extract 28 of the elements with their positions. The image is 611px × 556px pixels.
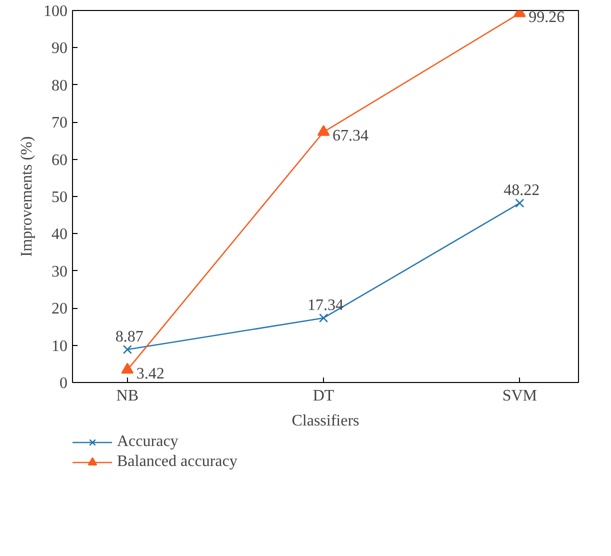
data-label: 17.34 (308, 296, 344, 314)
legend-label: Accuracy (117, 433, 178, 451)
point (121, 362, 134, 374)
y-tick-label: 10 (52, 338, 68, 355)
y-tick-label: 90 (52, 40, 68, 58)
point (319, 313, 328, 323)
y-axis-title: Improvements (%) (18, 136, 36, 257)
y-tick-label: 70 (52, 114, 68, 132)
data-label: 99.26 (528, 8, 565, 26)
x-tick-label: SVM (502, 388, 538, 404)
x-axis-title: Classifiers (292, 412, 360, 430)
y-tick-label: 0 (60, 375, 68, 392)
data-label: 3.42 (136, 365, 164, 382)
y-tick-label: 30 (52, 263, 68, 280)
data-label: 67.34 (332, 127, 369, 144)
point (122, 344, 132, 354)
legend-label: Balanced accuracy (117, 453, 238, 471)
y-tick-label: 60 (52, 152, 68, 169)
y-tick-label: 20 (52, 300, 68, 318)
point (515, 198, 524, 208)
data-label: 48.22 (504, 182, 540, 200)
data-label: 8.87 (115, 328, 144, 346)
y-tick-label: 80 (52, 77, 68, 94)
x-tick-label: NB (116, 388, 139, 404)
y-tick-label: 40 (52, 226, 68, 244)
y-tick-label: 50 (52, 189, 68, 206)
y-tick-label: 100 (44, 3, 68, 20)
x-tick-label: DT (312, 388, 334, 404)
